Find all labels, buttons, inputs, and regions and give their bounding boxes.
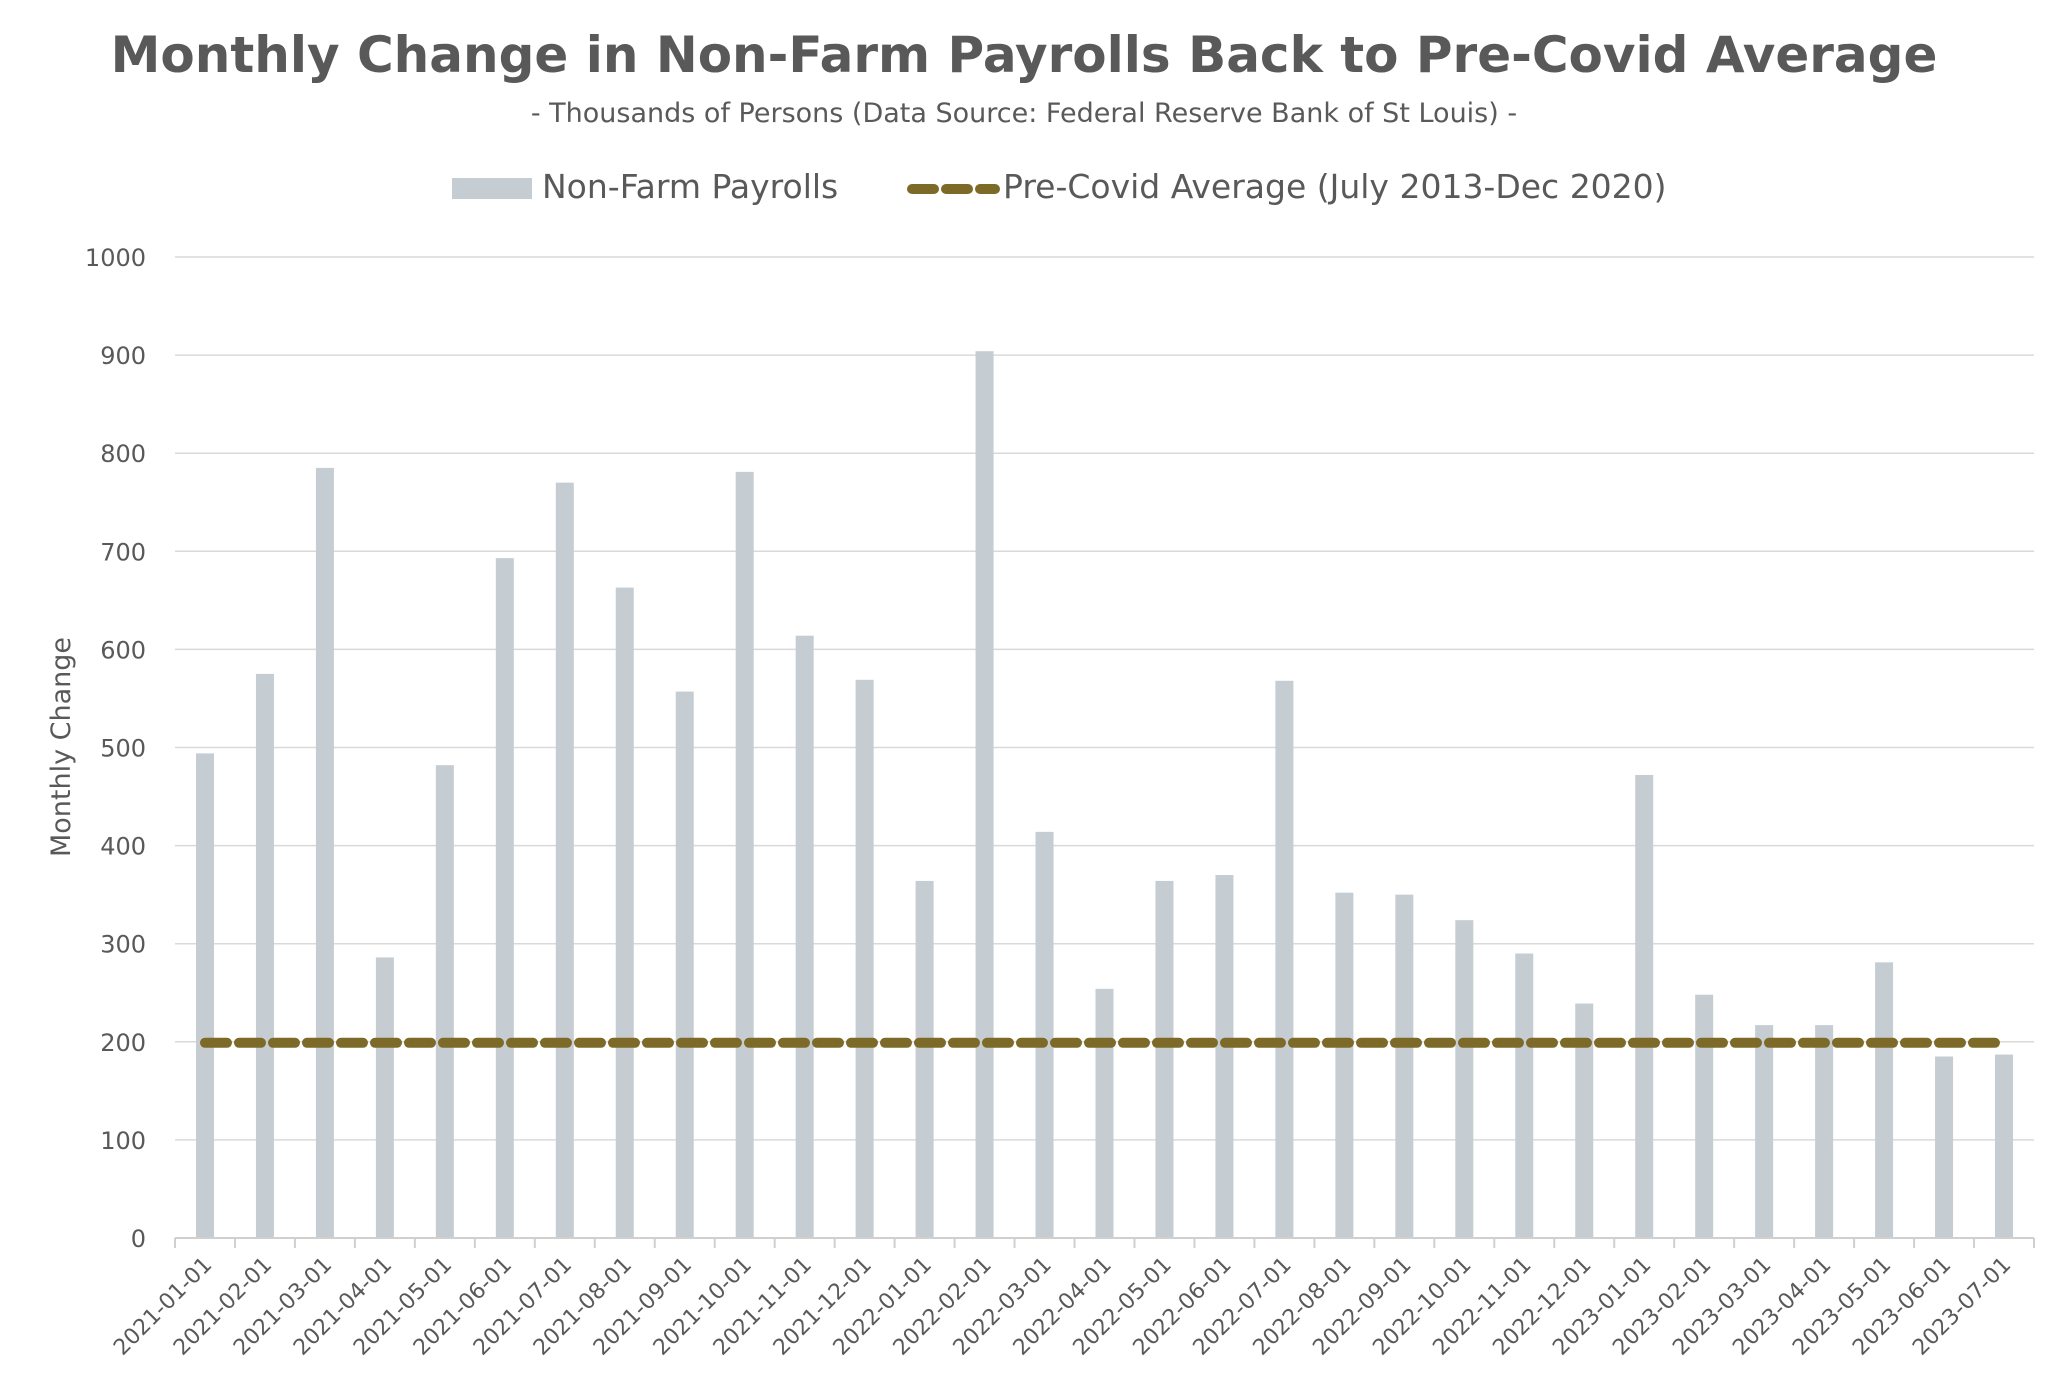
legend-swatch-non-farm-payrolls <box>452 178 532 199</box>
bar <box>1335 892 1354 1238</box>
y-tick-label: 400 <box>100 833 146 861</box>
bar <box>615 587 634 1238</box>
y-tick-label: 700 <box>100 538 146 566</box>
bar <box>1815 1025 1834 1238</box>
bar <box>1515 953 1534 1238</box>
bar <box>915 880 934 1238</box>
bar <box>435 765 454 1238</box>
bar <box>555 482 574 1238</box>
bar <box>855 679 874 1238</box>
bar <box>795 635 814 1238</box>
bar <box>675 691 694 1238</box>
bar <box>1935 1056 1954 1238</box>
bar <box>1755 1025 1774 1238</box>
bar <box>1395 894 1414 1238</box>
bar <box>1155 880 1174 1238</box>
y-tick-label: 300 <box>100 931 146 959</box>
x-axis <box>174 1237 2035 1248</box>
y-tick-label: 800 <box>100 440 146 468</box>
bar <box>375 957 394 1238</box>
chart-title: Monthly Change in Non-Farm Payrolls Back… <box>110 26 1938 84</box>
bar <box>315 467 334 1238</box>
bar <box>1095 988 1114 1238</box>
y-tick-label: 900 <box>100 342 146 370</box>
legend-label-pre-covid-average: Pre-Covid Average (July 2013-Dec 2020) <box>1003 167 1667 206</box>
y-tick-label: 100 <box>100 1127 146 1155</box>
bar <box>1635 774 1654 1238</box>
bar <box>1035 831 1054 1238</box>
gridlines <box>175 256 2034 1141</box>
bar <box>735 471 754 1238</box>
y-axis-title: Monthly Change <box>46 637 77 857</box>
x-axis-ticks: 2021-01-012021-02-012021-03-012021-04-01… <box>109 1253 2016 1361</box>
y-tick-label: 200 <box>100 1029 146 1057</box>
legend-label-non-farm-payrolls: Non-Farm Payrolls <box>542 167 838 206</box>
y-axis-ticks: 0 100 200 300 400 500 600 700 800 900 1000 <box>85 244 146 1253</box>
bar <box>195 753 214 1238</box>
y-tick-label: 500 <box>100 735 146 763</box>
bar <box>1575 1003 1594 1238</box>
chart-subtitle: - Thousands of Persons (Data Source: Fed… <box>530 98 1518 129</box>
bar <box>1455 920 1474 1238</box>
bar <box>1215 875 1234 1238</box>
legend: Non-Farm Payrolls Pre-Covid Average (Jul… <box>452 167 1667 206</box>
bar <box>1695 994 1714 1238</box>
bar <box>1995 1054 2014 1238</box>
bar <box>255 673 274 1238</box>
y-tick-label: 1000 <box>85 244 146 272</box>
y-tick-label: 600 <box>100 636 146 664</box>
bars <box>195 351 2014 1238</box>
y-tick-label: 0 <box>131 1225 146 1253</box>
bar <box>1875 962 1894 1238</box>
bar <box>975 351 994 1238</box>
bar <box>495 558 514 1238</box>
bar <box>1275 680 1294 1238</box>
